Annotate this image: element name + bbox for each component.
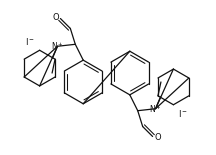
Text: N$^+$: N$^+$	[149, 103, 162, 115]
Text: I$^-$: I$^-$	[178, 108, 188, 119]
Text: O: O	[154, 133, 161, 142]
Text: I$^-$: I$^-$	[25, 36, 35, 47]
Text: N$^+$: N$^+$	[51, 40, 64, 52]
Text: O: O	[52, 13, 59, 22]
